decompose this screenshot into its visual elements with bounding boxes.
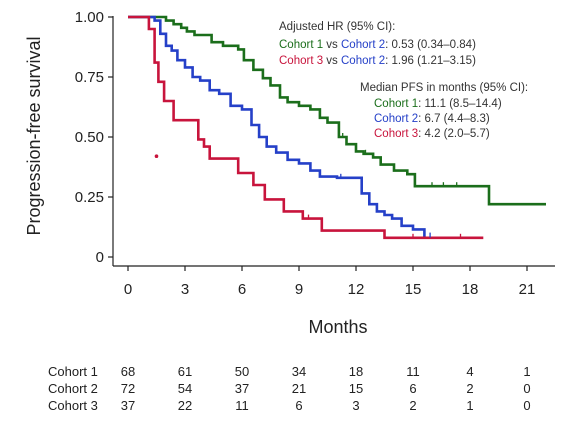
risk-cell: 61 — [178, 364, 192, 379]
pfs-title: Median PFS in months (95% CI): — [360, 82, 528, 94]
x-tick-label: 9 — [295, 281, 303, 298]
risk-cell: 72 — [121, 381, 135, 396]
risk-cell: 11 — [406, 364, 420, 379]
risk-cell: 4 — [466, 364, 473, 379]
hr-line-1-vs: vs — [323, 39, 341, 51]
pfs-line-1-label: Cohort 1 — [374, 98, 418, 110]
risk-cell: 1 — [466, 398, 473, 413]
pfs-line-2-label: Cohort 2 — [374, 113, 418, 125]
x-ticks: 0 3 6 9 12 15 18 21 — [124, 266, 536, 298]
hr-annotation: Adjusted HR (95% CI): Cohort 1 vs Cohort… — [279, 21, 476, 67]
risk-cell: 1 — [523, 364, 530, 379]
pfs-line-1: Cohort 1: 11.1 (8.5–14.4) — [374, 98, 502, 110]
risk-cell: 50 — [235, 364, 249, 379]
hr-line-2-b: Cohort 2 — [341, 55, 385, 67]
hr-line-1: Cohort 1 vs Cohort 2: 0.53 (0.34–0.84) — [279, 39, 476, 51]
risk-cell: 54 — [178, 381, 192, 396]
x-tick-label: 3 — [181, 281, 189, 298]
x-tick-label: 6 — [238, 281, 246, 298]
pfs-annotation: Median PFS in months (95% CI): Cohort 1:… — [360, 82, 528, 140]
risk-cell: 22 — [178, 398, 192, 413]
pfs-line-2: Cohort 2: 6.7 (4.4–8.3) — [374, 113, 490, 125]
censor-marks — [307, 133, 462, 239]
risk-row-label: Cohort 3 — [48, 398, 98, 413]
hr-title: Adjusted HR (95% CI): — [279, 21, 395, 33]
risk-cell: 6 — [409, 381, 416, 396]
risk-row-label: Cohort 2 — [48, 381, 98, 396]
risk-cell: 2 — [409, 398, 416, 413]
y-tick-label: 0.75 — [75, 69, 104, 86]
pfs-line-2-value: : 6.7 (4.4–8.3) — [418, 113, 490, 125]
y-tick-label: 0.25 — [75, 189, 104, 206]
pfs-line-3: Cohort 3: 4.2 (2.0–5.7) — [374, 128, 490, 140]
risk-cell: 18 — [349, 364, 363, 379]
y-axis-label: Progression-free survival — [24, 36, 44, 235]
survival-curve-1 — [128, 15, 546, 206]
y-ticks: 0 0.25 0.50 0.75 1.00 — [75, 9, 113, 266]
pfs-line-1-value: : 11.1 (8.5–14.4) — [418, 98, 502, 110]
hr-line-1-b: Cohort 2 — [341, 39, 385, 51]
risk-cell: 15 — [349, 381, 363, 396]
stray-point — [154, 154, 159, 158]
hr-line-2-a: Cohort 3 — [279, 55, 323, 67]
y-tick-label: 0.50 — [75, 129, 104, 146]
risk-cell: 68 — [121, 364, 135, 379]
risk-row-label: Cohort 1 — [48, 364, 98, 379]
plot-frame — [112, 16, 555, 267]
stray-points — [154, 154, 159, 158]
y-tick-label: 0 — [96, 249, 104, 266]
x-tick-label: 12 — [348, 281, 365, 298]
x-tick-label: 0 — [124, 281, 132, 298]
risk-cell: 37 — [235, 381, 249, 396]
risk-cell: 21 — [292, 381, 306, 396]
x-tick-label: 15 — [405, 281, 422, 298]
hr-line-2: Cohort 3 vs Cohort 2: 1.96 (1.21–3.15) — [279, 55, 476, 67]
y-tick-label: 1.00 — [75, 9, 104, 26]
hr-line-1-a: Cohort 1 — [279, 39, 323, 51]
x-tick-label: 18 — [462, 281, 479, 298]
hr-line-2-value: : 1.96 (1.21–3.15) — [385, 55, 476, 67]
risk-cell: 34 — [292, 364, 306, 379]
survival-curves — [128, 15, 546, 240]
risk-cell: 0 — [523, 381, 530, 396]
risk-cell: 6 — [295, 398, 302, 413]
risk-cell: 37 — [121, 398, 135, 413]
survival-curve-3 — [128, 15, 484, 240]
x-tick-label: 21 — [519, 281, 536, 298]
risk-cell: 3 — [352, 398, 359, 413]
pfs-line-3-label: Cohort 3 — [374, 128, 418, 140]
hr-line-2-vs: vs — [323, 55, 341, 67]
x-axis-label: Months — [308, 317, 367, 337]
risk-cell: 0 — [523, 398, 530, 413]
hr-line-1-value: : 0.53 (0.34–0.84) — [385, 39, 476, 51]
pfs-line-3-value: : 4.2 (2.0–5.7) — [418, 128, 490, 140]
survival-curve-2 — [128, 15, 426, 237]
risk-cell: 2 — [466, 381, 473, 396]
risk-cell: 11 — [235, 398, 249, 413]
